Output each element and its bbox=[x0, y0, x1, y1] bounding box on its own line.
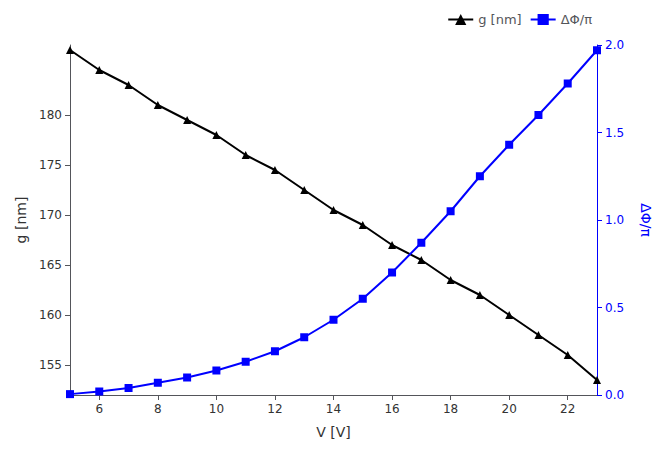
svg-text:175: 175 bbox=[39, 158, 62, 172]
svg-text:g [nm]: g [nm] bbox=[13, 197, 29, 244]
svg-text:155: 155 bbox=[39, 358, 62, 372]
svg-text:8: 8 bbox=[154, 402, 162, 416]
svg-text:20: 20 bbox=[502, 402, 517, 416]
svg-text:22: 22 bbox=[560, 402, 575, 416]
svg-text:160: 160 bbox=[39, 308, 62, 322]
svg-text:180: 180 bbox=[39, 108, 62, 122]
svg-text:6: 6 bbox=[95, 402, 103, 416]
svg-text:g [nm]: g [nm] bbox=[478, 12, 521, 27]
svg-text:16: 16 bbox=[384, 402, 399, 416]
svg-text:ΔΦ/π: ΔΦ/π bbox=[561, 12, 593, 27]
svg-text:18: 18 bbox=[443, 402, 458, 416]
svg-text:1.0: 1.0 bbox=[605, 213, 624, 227]
svg-text:14: 14 bbox=[326, 402, 341, 416]
svg-text:V [V]: V [V] bbox=[316, 424, 351, 440]
svg-text:ΔΦ/π: ΔΦ/π bbox=[638, 203, 654, 237]
svg-text:1.5: 1.5 bbox=[605, 126, 624, 140]
svg-text:10: 10 bbox=[209, 402, 224, 416]
svg-text:170: 170 bbox=[39, 208, 62, 222]
svg-text:165: 165 bbox=[39, 258, 62, 272]
svg-text:2.0: 2.0 bbox=[605, 38, 624, 52]
svg-text:0.0: 0.0 bbox=[605, 388, 624, 402]
svg-text:0.5: 0.5 bbox=[605, 301, 624, 315]
svg-text:12: 12 bbox=[267, 402, 282, 416]
